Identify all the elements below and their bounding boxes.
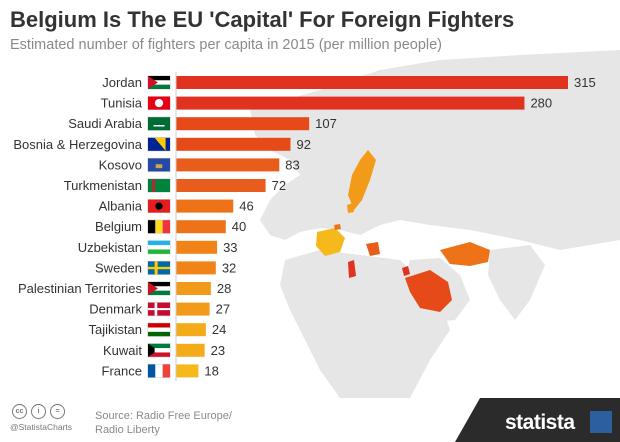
map-uk	[294, 180, 312, 218]
category-label: Saudi Arabia	[68, 116, 142, 131]
source-note: Source: Radio Free Europe/ Radio Liberty	[95, 409, 232, 437]
data-label: 40	[232, 219, 246, 234]
bar-belgium	[176, 220, 226, 234]
bar-jordan	[176, 76, 568, 89]
data-label: 107	[315, 116, 337, 131]
chart-title: Belgium Is The EU 'Capital' For Foreign …	[10, 7, 515, 32]
license-icons: cc i =	[12, 404, 65, 419]
bar-sweden	[176, 261, 216, 275]
category-label: Bosnia & Herzegovina	[13, 137, 142, 152]
bar-albania	[176, 199, 234, 213]
data-label: 280	[530, 96, 552, 111]
data-label: 28	[217, 281, 231, 296]
statista-logo-icon[interactable]	[590, 411, 612, 433]
map-balkans	[366, 242, 380, 256]
attribution-icon[interactable]: i	[31, 404, 46, 419]
map-tunisia	[348, 260, 356, 278]
category-label: Sweden	[95, 260, 142, 275]
data-label: 24	[212, 322, 226, 337]
data-label: 46	[239, 199, 253, 214]
category-label: Kuwait	[103, 343, 142, 358]
category-label: Palestinian Territories	[18, 281, 143, 296]
bar-palestinian-territories	[176, 282, 211, 295]
cc-icon[interactable]: cc	[12, 404, 27, 419]
category-label: Tajikistan	[89, 322, 142, 337]
map-scandinavia	[340, 110, 380, 195]
map-jordan	[402, 266, 410, 276]
map-india	[488, 245, 545, 320]
bar-saudi-arabia	[176, 117, 310, 131]
category-label: Denmark	[89, 302, 142, 317]
data-label: 18	[204, 363, 218, 378]
map-central-asia	[440, 242, 490, 266]
world-map-background	[250, 50, 620, 398]
no-derivatives-icon[interactable]: =	[50, 404, 65, 419]
twitter-handle[interactable]: @StatistaCharts	[10, 422, 73, 432]
data-label: 92	[296, 137, 310, 152]
data-label: 32	[222, 260, 236, 275]
footer-background	[455, 398, 620, 442]
bar-tunisia	[176, 96, 525, 110]
bar-france	[176, 364, 199, 378]
category-label: Albania	[99, 199, 143, 214]
data-label: 315	[574, 75, 596, 90]
map-sweden	[348, 150, 376, 210]
bar-tajikistan	[176, 323, 206, 337]
category-label: Tunisia	[101, 96, 143, 111]
map-africa	[280, 250, 450, 398]
footer: cc i = @StatistaCharts Source: Radio Fre…	[0, 398, 620, 442]
map-saudi	[405, 270, 452, 312]
bar-uzbekistan	[176, 240, 218, 254]
category-label: Belgium	[95, 219, 142, 234]
bar-bosnia-herzegovina	[176, 137, 291, 151]
bar-turkmenistan	[176, 179, 266, 192]
category-label: France	[102, 363, 142, 378]
data-label: 72	[272, 178, 286, 193]
category-label: Kosovo	[99, 157, 142, 172]
bar-denmark	[176, 302, 210, 316]
map-france	[316, 228, 345, 256]
statista-logo-text[interactable]: statista	[505, 411, 575, 434]
category-label: Turkmenistan	[64, 178, 142, 193]
map-denmark	[347, 203, 354, 213]
data-label: 33	[223, 240, 237, 255]
bar-kosovo	[176, 158, 280, 172]
data-label: 23	[211, 343, 225, 358]
category-label: Uzbekistan	[78, 240, 142, 255]
data-label: 27	[216, 302, 230, 317]
data-label: 83	[285, 157, 299, 172]
chart-subtitle: Estimated number of fighters per capita …	[10, 37, 443, 53]
bar-chart: Jordan 315 Tunisia 280 Saudi Arabia 107 Bosnia…	[13, 72, 596, 381]
category-label: Jordan	[102, 75, 142, 90]
source-line-2: Radio Liberty	[95, 424, 160, 436]
bar-kuwait	[176, 343, 205, 357]
source-line-1: Source: Radio Free Europe/	[95, 410, 232, 422]
map-belgium	[334, 224, 341, 230]
